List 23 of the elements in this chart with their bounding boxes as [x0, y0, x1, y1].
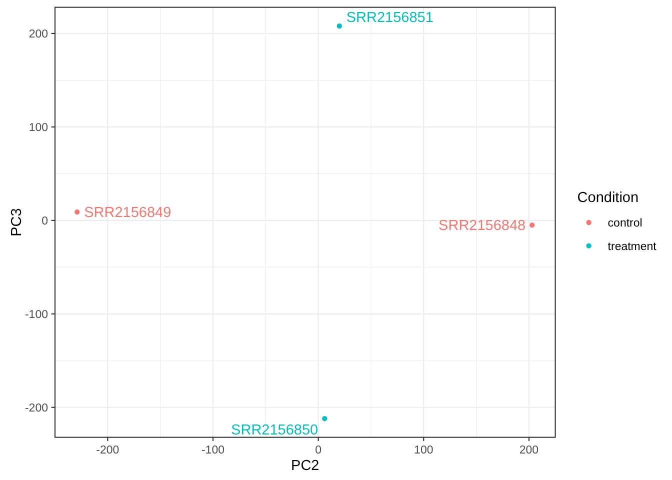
- data-label: SRR2156851: [346, 10, 434, 26]
- x-axis-title: PC2: [291, 458, 320, 474]
- y-tick-label: 200: [28, 28, 48, 40]
- point: [530, 222, 535, 228]
- x-tick-label: 0: [315, 444, 322, 456]
- x-tick-label: -200: [96, 444, 120, 456]
- x-tick-label: 200: [519, 444, 539, 456]
- data-label: SRR2156848: [438, 218, 526, 234]
- x-tick-label: 100: [414, 444, 434, 456]
- legend-title: Condition: [577, 190, 639, 206]
- data-label: SRR2156849: [84, 205, 172, 222]
- point: [74, 209, 80, 215]
- y-tick-label: 100: [28, 122, 48, 134]
- point: [322, 416, 328, 422]
- y-axis-title: PC3: [9, 208, 25, 236]
- y-tick-label: -100: [24, 308, 48, 321]
- point: [336, 23, 342, 29]
- y-tick-label: 0: [42, 215, 48, 228]
- legend-label: control: [608, 218, 642, 230]
- data-label: SRR2156850: [231, 422, 318, 439]
- x-tick-label: -100: [201, 444, 225, 456]
- legend-label: treatment: [608, 240, 658, 253]
- y-tick-label: -200: [24, 402, 48, 414]
